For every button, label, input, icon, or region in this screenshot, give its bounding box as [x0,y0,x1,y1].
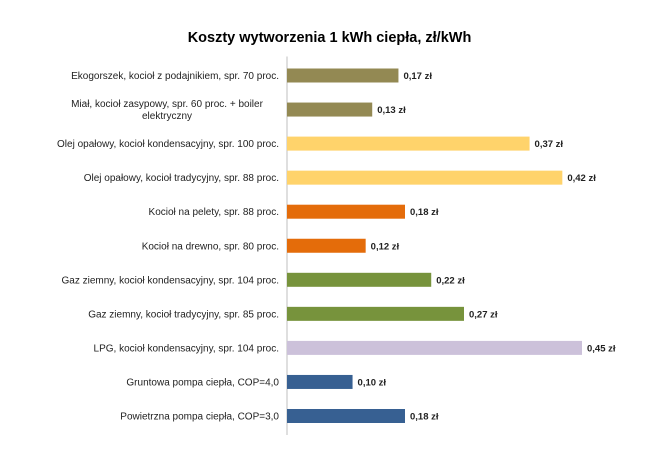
bar [287,306,464,321]
category-label: LPG, kocioł kondensacyjny, spr. 104 proc… [94,343,279,354]
category-label: Miał, kocioł zasypowy, spr. 60 proc. + b… [71,99,264,122]
bar [287,340,582,355]
data-label: 0,22 zł [436,275,465,286]
data-label: 0,45 zł [587,343,616,354]
bar [287,136,530,151]
bar [287,272,432,287]
category-label: Olej opałowy, kocioł tradycyjny, spr. 88… [84,173,279,184]
data-label: 0,17 zł [403,71,432,82]
bar [287,102,373,117]
category-label: Ekogorszek, kocioł z podajnikiem, spr. 7… [71,71,279,82]
category-label: Olej opałowy, kocioł kondensacyjny, spr.… [57,139,279,150]
bar [287,204,405,219]
category-label: Gaz ziemny, kocioł kondensacyjny, spr. 1… [61,275,279,286]
category-label: Gaz ziemny, kocioł tradycyjny, spr. 85 p… [88,309,279,320]
data-label: 0,12 zł [371,241,400,252]
data-label: 0,27 zł [469,309,498,320]
bar [287,170,563,185]
bar [287,68,399,83]
data-label: 0,10 zł [358,377,387,388]
bar [287,374,353,389]
bar [287,238,366,253]
chart-title: Koszty wytworzenia 1 kWh ciepła, zł/kWh [187,30,472,46]
data-label: 0,13 zł [377,105,406,116]
category-label: Gruntowa pompa ciepła, COP=4,0 [126,377,279,388]
data-label: 0,37 zł [535,139,564,150]
data-label: 0,18 zł [410,412,439,423]
category-label: Kocioł na pelety, spr. 88 proc. [149,207,279,218]
bar [287,409,405,423]
data-label: 0,18 zł [410,207,439,218]
category-label: Kocioł na drewno, spr. 80 proc. [142,241,279,252]
data-label: 0,42 zł [567,173,596,184]
category-label: Powietrzna pompa ciepła, COP=3,0 [120,412,279,423]
